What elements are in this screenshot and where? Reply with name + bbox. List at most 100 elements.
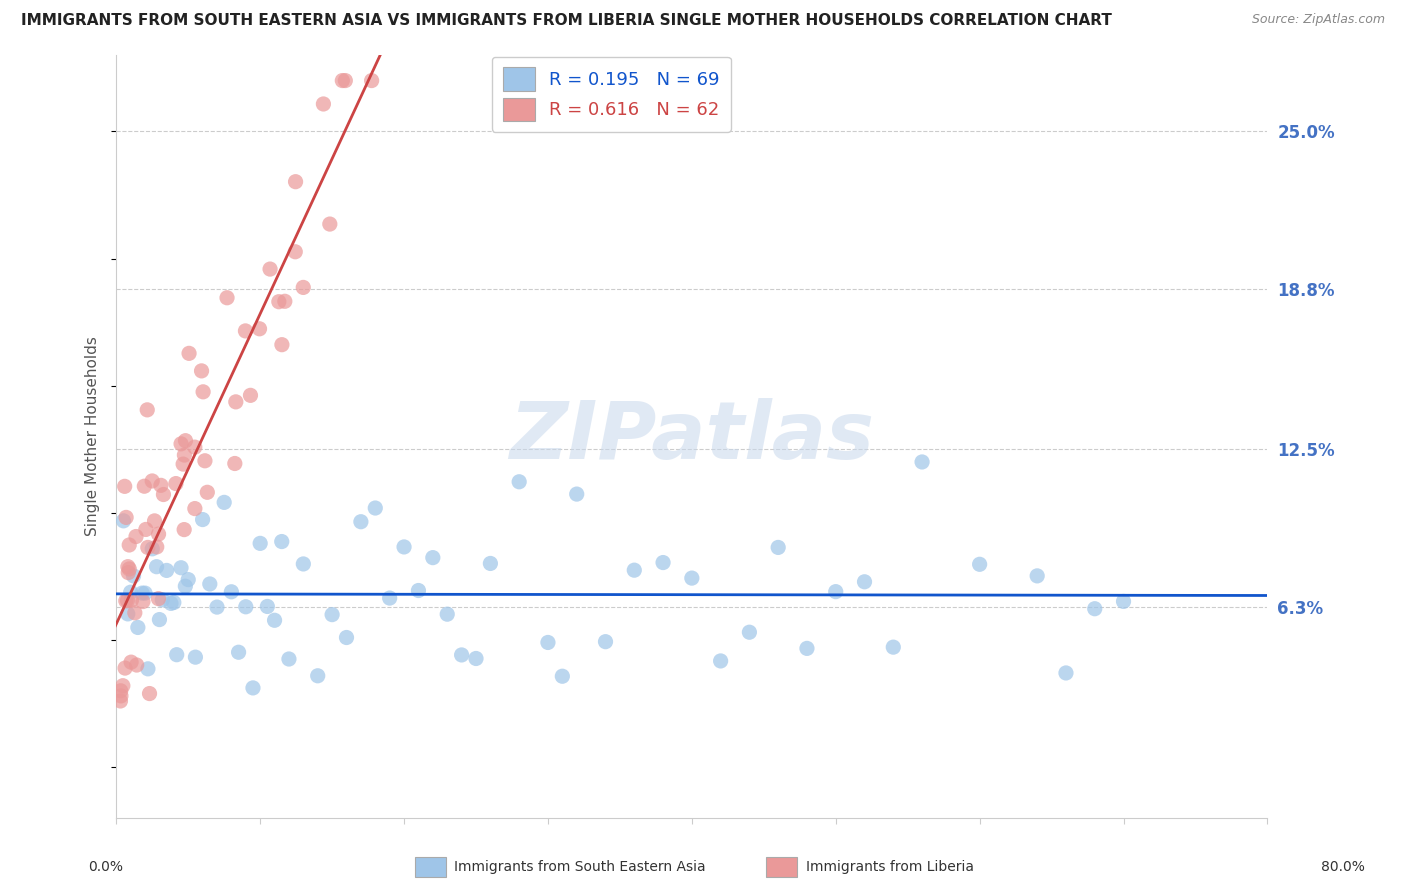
Point — [1112, 594, 1135, 608]
Point — [270, 534, 292, 549]
Point — [284, 175, 307, 189]
Point — [190, 364, 212, 378]
Point — [134, 479, 156, 493]
Point — [148, 613, 170, 627]
Point — [124, 606, 146, 620]
Point — [184, 440, 207, 454]
Point — [565, 487, 588, 501]
Point — [392, 540, 415, 554]
Point — [537, 635, 560, 649]
Point — [766, 541, 789, 555]
Point — [166, 648, 188, 662]
Point — [149, 478, 172, 492]
Point — [127, 620, 149, 634]
Point — [292, 557, 315, 571]
Point — [408, 583, 430, 598]
Point — [292, 280, 315, 294]
Point — [882, 640, 904, 655]
Text: 0.0%: 0.0% — [89, 860, 122, 874]
Point — [249, 322, 271, 336]
Point — [165, 476, 187, 491]
Point — [184, 650, 207, 665]
Point — [110, 689, 132, 703]
Point — [1054, 665, 1077, 680]
Point — [117, 566, 139, 580]
Point — [422, 550, 444, 565]
Point — [249, 536, 271, 550]
Point — [508, 475, 530, 489]
Point — [174, 434, 197, 448]
Point — [136, 402, 159, 417]
Point — [152, 487, 174, 501]
Point — [136, 662, 159, 676]
Point — [681, 571, 703, 585]
Point — [141, 474, 163, 488]
Point — [278, 652, 301, 666]
Point — [228, 645, 250, 659]
Point — [148, 591, 170, 606]
Point — [235, 599, 257, 614]
Point — [114, 479, 136, 493]
Point — [479, 557, 502, 571]
Point — [378, 591, 401, 605]
Point — [136, 541, 159, 555]
Text: Source: ZipAtlas.com: Source: ZipAtlas.com — [1251, 13, 1385, 27]
Point — [911, 455, 934, 469]
Point — [117, 559, 139, 574]
Point — [114, 594, 136, 608]
Point — [145, 540, 167, 554]
Point — [205, 600, 228, 615]
Point — [145, 559, 167, 574]
Point — [221, 584, 243, 599]
Text: Immigrants from South Eastern Asia: Immigrants from South Eastern Asia — [454, 860, 706, 874]
Point — [177, 573, 200, 587]
Text: 80.0%: 80.0% — [1320, 860, 1365, 874]
Point — [150, 592, 173, 607]
Point — [595, 634, 617, 648]
Point — [191, 512, 214, 526]
Point — [112, 514, 135, 528]
Text: Immigrants from Liberia: Immigrants from Liberia — [806, 860, 973, 874]
Point — [122, 569, 145, 583]
Point — [132, 594, 155, 608]
Point — [120, 655, 142, 669]
Point — [360, 73, 382, 87]
Point — [321, 607, 343, 622]
Point — [271, 337, 294, 351]
Point — [172, 457, 194, 471]
Point — [170, 437, 193, 451]
Point — [143, 514, 166, 528]
Point — [118, 562, 141, 576]
Point — [824, 584, 846, 599]
Point — [148, 527, 170, 541]
Legend: R = 0.195   N = 69, R = 0.616   N = 62: R = 0.195 N = 69, R = 0.616 N = 62 — [492, 56, 731, 132]
Point — [191, 384, 214, 399]
Point — [173, 523, 195, 537]
Point — [307, 669, 329, 683]
Point — [335, 73, 357, 87]
Point — [853, 574, 876, 589]
Point — [350, 515, 373, 529]
Text: IMMIGRANTS FROM SOUTH EASTERN ASIA VS IMMIGRANTS FROM LIBERIA SINGLE MOTHER HOUS: IMMIGRANTS FROM SOUTH EASTERN ASIA VS IM… — [21, 13, 1112, 29]
Point — [195, 485, 218, 500]
Point — [173, 448, 195, 462]
Point — [312, 97, 335, 112]
Point — [156, 563, 179, 577]
Point — [319, 217, 342, 231]
Point — [1026, 569, 1049, 583]
Point — [194, 454, 217, 468]
Point — [117, 607, 139, 621]
Point — [198, 577, 221, 591]
Point — [738, 625, 761, 640]
Point — [263, 613, 285, 627]
Point — [335, 631, 357, 645]
Point — [623, 563, 645, 577]
Point — [111, 679, 134, 693]
Point — [177, 346, 200, 360]
Point — [110, 683, 132, 698]
Point — [796, 641, 818, 656]
Point — [125, 658, 148, 673]
Point — [138, 687, 160, 701]
Point — [259, 262, 281, 277]
Point — [160, 596, 183, 610]
